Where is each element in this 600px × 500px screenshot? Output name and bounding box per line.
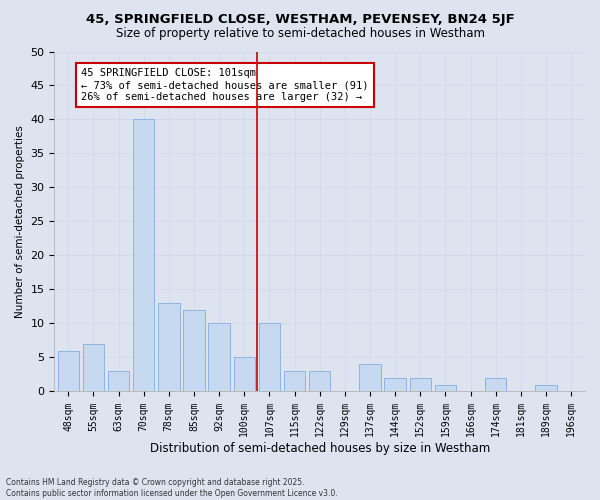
Bar (183, 310, 205, 392)
Bar (83, 344, 104, 392)
Bar (259, 324, 280, 392)
Bar (58, 350, 79, 392)
Bar (284, 371, 305, 392)
Text: 45 SPRINGFIELD CLOSE: 101sqm
← 73% of semi-detached houses are smaller (91)
26% : 45 SPRINGFIELD CLOSE: 101sqm ← 73% of se… (81, 68, 368, 102)
Bar (485, 378, 506, 392)
Bar (108, 371, 129, 392)
Bar (133, 120, 154, 392)
Bar (359, 364, 380, 392)
Y-axis label: Number of semi-detached properties: Number of semi-detached properties (15, 125, 25, 318)
Text: 45, SPRINGFIELD CLOSE, WESTHAM, PEVENSEY, BN24 5JF: 45, SPRINGFIELD CLOSE, WESTHAM, PEVENSEY… (86, 12, 514, 26)
Bar (208, 324, 230, 392)
Bar (535, 384, 557, 392)
Text: Size of property relative to semi-detached houses in Westham: Size of property relative to semi-detach… (115, 28, 485, 40)
Bar (435, 384, 456, 392)
Bar (410, 378, 431, 392)
Bar (309, 371, 331, 392)
Bar (158, 303, 179, 392)
X-axis label: Distribution of semi-detached houses by size in Westham: Distribution of semi-detached houses by … (149, 442, 490, 455)
Bar (233, 358, 255, 392)
Text: Contains HM Land Registry data © Crown copyright and database right 2025.
Contai: Contains HM Land Registry data © Crown c… (6, 478, 338, 498)
Bar (385, 378, 406, 392)
